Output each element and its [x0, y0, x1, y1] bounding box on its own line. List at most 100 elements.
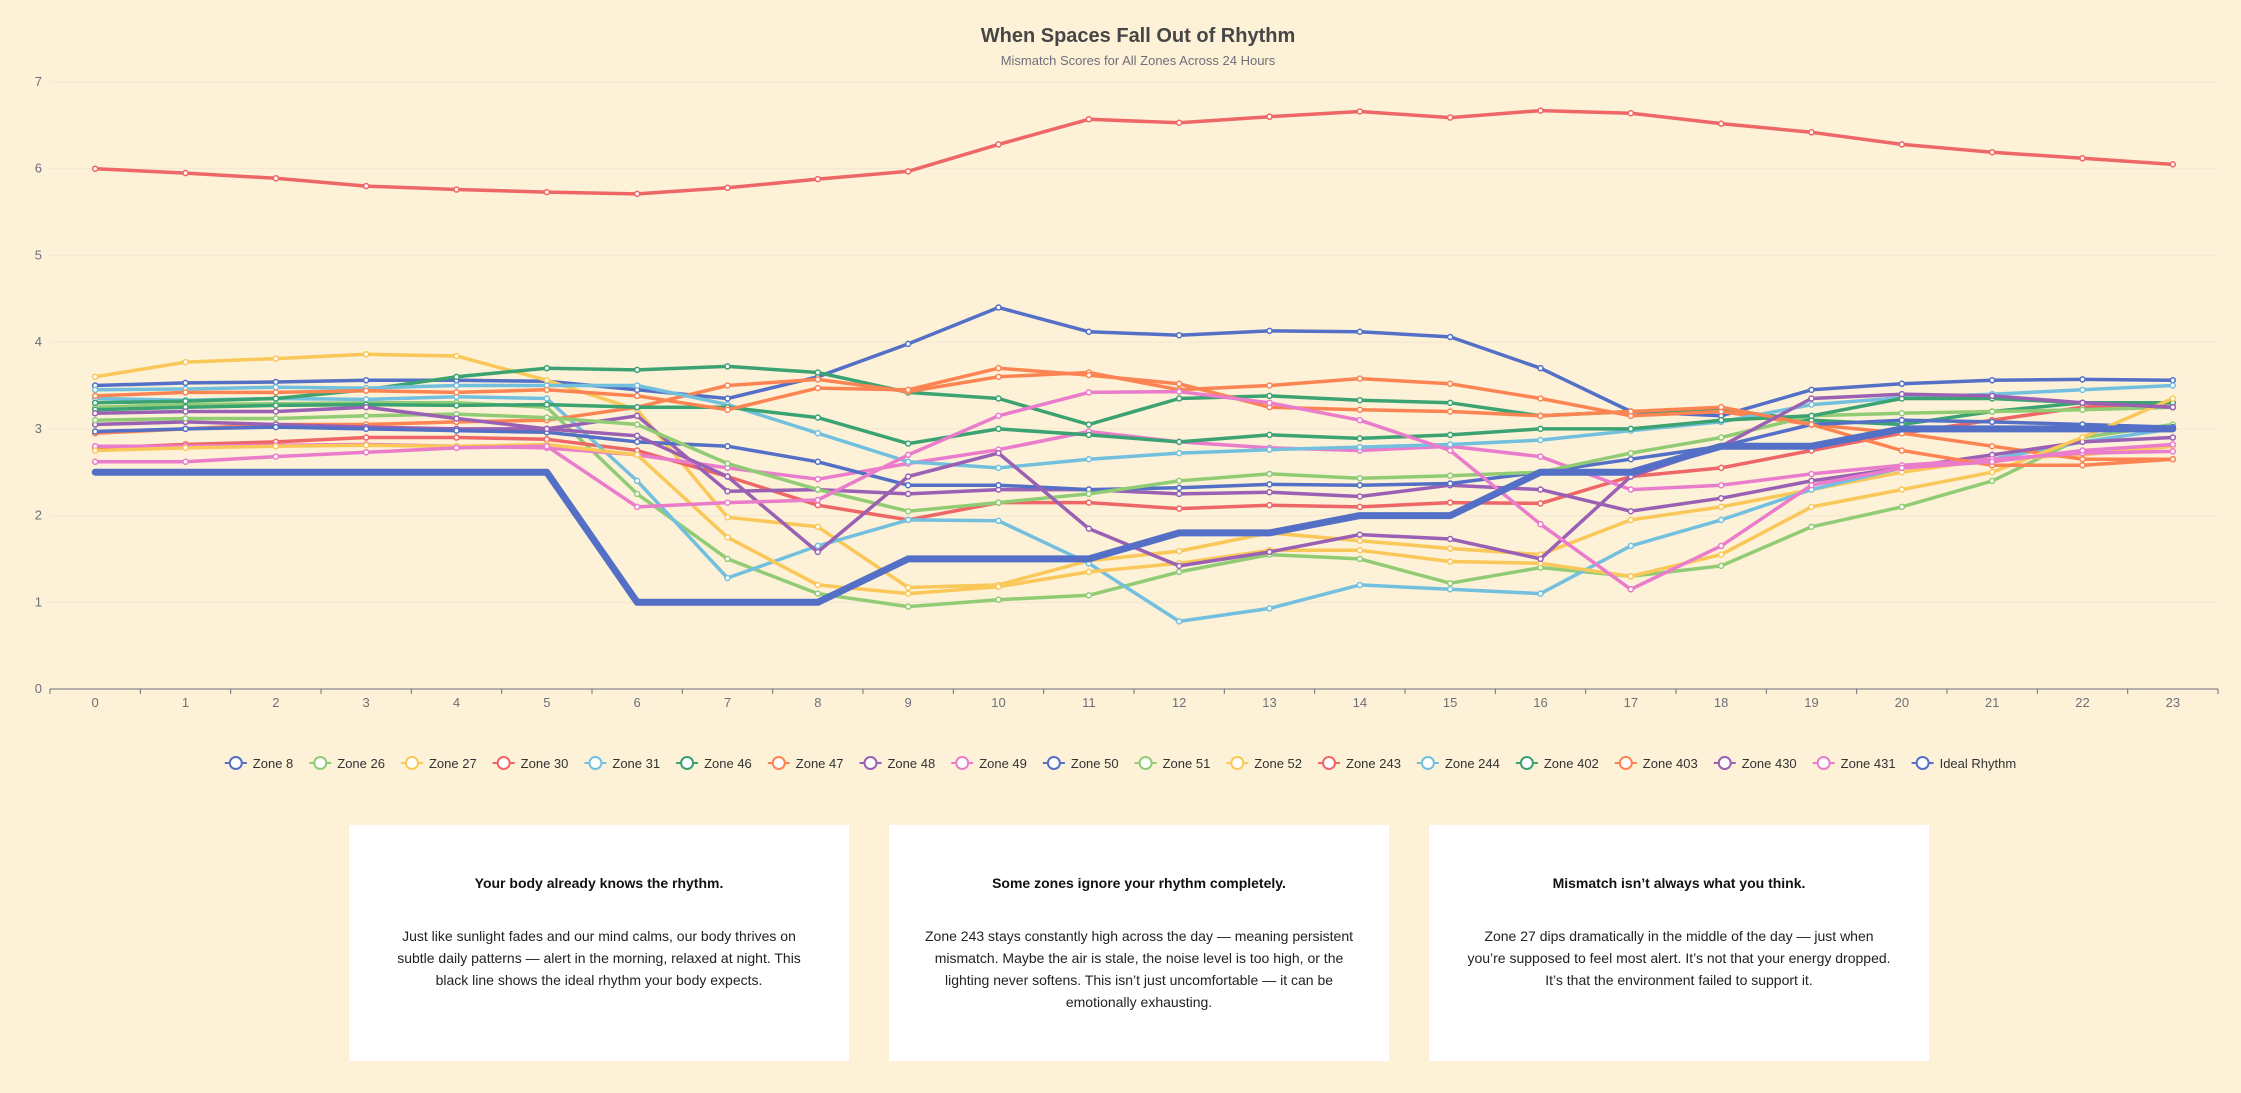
- legend-item[interactable]: Zone 402: [1515, 756, 1599, 771]
- data-point: [995, 499, 1002, 506]
- legend-item[interactable]: Zone 52: [1226, 756, 1302, 771]
- series-line: [93, 405, 2175, 513]
- legend-item[interactable]: Zone 51: [1134, 756, 1211, 771]
- data-point: [1446, 480, 1454, 487]
- x-tick-label: 4: [453, 695, 460, 710]
- data-point: [1175, 438, 1183, 446]
- chart-legend[interactable]: Zone 8 Zone 26 Zone 27 Zone 30 Zone 31 Zone 4…: [224, 756, 2017, 771]
- data-point: [1537, 107, 1544, 114]
- data-point: [272, 355, 280, 362]
- data-point: [453, 415, 460, 422]
- data-point: [1808, 395, 1815, 402]
- data-point: [904, 386, 912, 394]
- data-point: [1266, 113, 1273, 120]
- x-tick-label: 21: [1985, 695, 1999, 710]
- legend-item[interactable]: Zone 8: [224, 756, 293, 771]
- data-point: [272, 453, 280, 460]
- legend-marker: [588, 756, 603, 770]
- series-line: [93, 395, 2175, 624]
- data-point: [1085, 490, 1093, 498]
- data-point: [633, 451, 641, 459]
- data-point: [2079, 386, 2086, 394]
- card-body: Just like sunlight fades and our mind ca…: [397, 928, 801, 988]
- data-point: [1627, 455, 1635, 463]
- data-point: [1446, 535, 1454, 543]
- legend-label: Zone 47: [796, 756, 844, 771]
- data-point: [814, 429, 822, 437]
- data-point: [633, 490, 641, 498]
- x-tick-label: 9: [905, 695, 912, 710]
- data-point: [814, 590, 822, 597]
- legend-item[interactable]: Zone 430: [1713, 756, 1797, 771]
- data-point: [543, 188, 551, 196]
- data-point: [724, 488, 731, 495]
- data-point: [1446, 447, 1454, 454]
- legend-item[interactable]: Zone 31: [584, 756, 660, 771]
- data-point: [1356, 503, 1364, 511]
- data-point: [182, 379, 189, 387]
- y-tick-label: 1: [35, 594, 42, 609]
- data-point: [1446, 441, 1454, 448]
- data-point: [1446, 499, 1454, 506]
- data-point: [904, 490, 912, 498]
- data-point: [814, 548, 822, 556]
- y-tick-label: 6: [35, 161, 42, 176]
- data-point: [1717, 464, 1725, 472]
- data-point: [1988, 418, 1996, 426]
- data-point: [1627, 109, 1635, 117]
- x-tick-label: 18: [1714, 695, 1728, 710]
- legend-item[interactable]: Zone 27: [400, 756, 477, 771]
- legend-label: Zone 30: [521, 756, 569, 771]
- data-point: [995, 412, 1002, 420]
- data-point: [633, 438, 641, 446]
- data-point: [724, 473, 731, 480]
- legend-item[interactable]: Zone 244: [1416, 756, 1500, 771]
- data-point: [1356, 547, 1364, 554]
- data-point: [995, 596, 1002, 603]
- data-point: [1446, 399, 1454, 407]
- data-point: [1537, 425, 1544, 433]
- data-point: [904, 507, 912, 515]
- data-point: [1446, 586, 1454, 593]
- series-line: [91, 425, 2177, 606]
- legend-item[interactable]: Ideal Rhythm: [1911, 756, 2017, 771]
- data-point: [1085, 499, 1093, 506]
- grid-lines: [50, 81, 2218, 603]
- data-point: [453, 444, 460, 452]
- legend-item[interactable]: Zone 46: [676, 756, 752, 771]
- legend-item[interactable]: Zone 47: [767, 756, 844, 771]
- legend-item[interactable]: Zone 49: [951, 756, 1027, 771]
- data-point: [272, 415, 280, 422]
- legend-item[interactable]: Zone 431: [1812, 756, 1896, 771]
- data-point: [1808, 503, 1815, 511]
- data-point: [904, 440, 912, 447]
- legend-item[interactable]: Zone 50: [1042, 756, 1119, 771]
- series-line: [93, 396, 2175, 446]
- data-point: [814, 496, 822, 504]
- data-point: [362, 396, 370, 403]
- legend-item[interactable]: Zone 30: [492, 756, 569, 771]
- data-point: [91, 373, 99, 381]
- data-point: [995, 141, 1002, 148]
- card-title: Your body already knows the rhythm.: [474, 875, 724, 891]
- data-point: [1537, 500, 1544, 507]
- data-point: [182, 358, 189, 366]
- legend-marker: [1915, 756, 1930, 770]
- series-line: [93, 396, 2175, 596]
- data-point: [2079, 455, 2086, 463]
- data-point: [453, 402, 460, 409]
- data-point: [2079, 155, 2086, 162]
- legend-label: Zone 243: [1346, 756, 1401, 771]
- data-point: [633, 382, 641, 389]
- legend-marker: [1618, 756, 1633, 770]
- legend-marker: [1138, 756, 1153, 770]
- data-point: [2169, 441, 2177, 448]
- legend-item[interactable]: Zone 48: [859, 756, 935, 771]
- legend-item[interactable]: Zone 403: [1614, 756, 1698, 771]
- data-point: [1175, 449, 1183, 457]
- legend-item[interactable]: Zone 26: [309, 756, 385, 771]
- legend-item[interactable]: Zone 243: [1318, 756, 1401, 771]
- data-point: [2169, 448, 2177, 455]
- data-point: [1175, 618, 1183, 625]
- x-tick-label: 7: [724, 695, 731, 710]
